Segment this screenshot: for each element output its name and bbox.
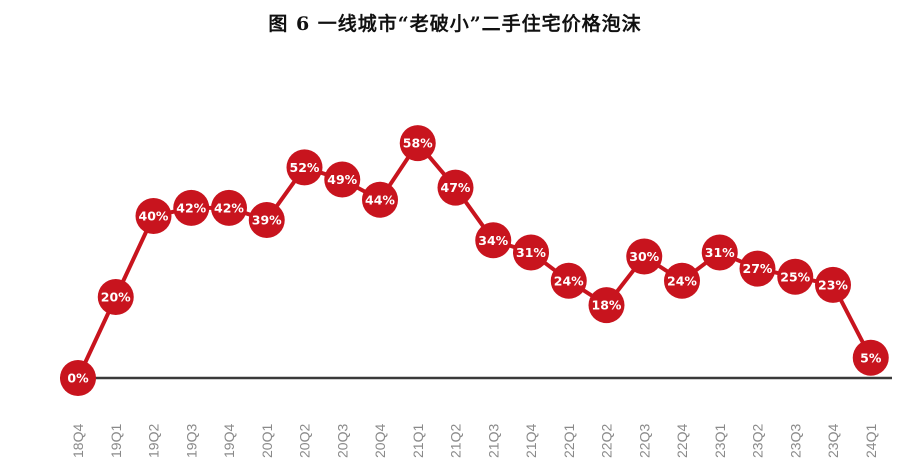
x-tick-21Q1: 21Q1: [410, 424, 426, 458]
data-label-20Q3: 49%: [327, 172, 357, 187]
x-tick-23Q4: 23Q4: [825, 424, 841, 458]
data-point-19Q3: [173, 189, 210, 226]
data-label-23Q2: 27%: [743, 261, 773, 276]
x-tick-23Q3: 23Q3: [787, 424, 803, 458]
x-tick-23Q2: 23Q2: [750, 424, 766, 458]
x-tick-21Q4: 21Q4: [523, 424, 539, 458]
data-label-23Q3: 25%: [780, 269, 810, 284]
data-label-22Q1: 24%: [554, 273, 584, 288]
data-label-19Q1: 20%: [101, 290, 131, 305]
data-point-24Q1: [852, 339, 889, 376]
x-tick-20Q2: 20Q2: [297, 424, 313, 458]
data-point-22Q3: [626, 238, 663, 275]
data-point-20Q1: [248, 202, 285, 239]
data-label-21Q3: 34%: [478, 233, 508, 248]
data-label-22Q3: 30%: [629, 249, 659, 264]
data-point-21Q2: [437, 169, 474, 206]
data-point-21Q4: [513, 234, 549, 271]
x-tick-18Q4: 18Q4: [70, 424, 86, 458]
x-tick-19Q4: 19Q4: [221, 424, 237, 458]
data-label-18Q4: 0%: [67, 371, 89, 386]
data-point-22Q1: [550, 262, 587, 299]
data-point-23Q1: [701, 234, 738, 271]
x-tick-20Q1: 20Q1: [259, 424, 275, 458]
data-point-21Q3: [475, 222, 512, 259]
x-tick-20Q4: 20Q4: [372, 424, 388, 458]
x-tick-19Q3: 19Q3: [183, 424, 199, 458]
x-tick-22Q4: 22Q4: [674, 424, 690, 458]
data-point-23Q3: [777, 258, 814, 295]
data-point-19Q2: [135, 198, 172, 234]
data-label-21Q4: 31%: [516, 245, 546, 260]
data-label-19Q2: 40%: [139, 209, 169, 224]
data-point-23Q2: [739, 250, 776, 287]
data-point-18Q4: [60, 360, 96, 396]
data-label-19Q3: 42%: [176, 200, 206, 215]
data-label-20Q4: 44%: [365, 192, 395, 207]
data-label-22Q4: 24%: [667, 273, 697, 288]
data-label-20Q2: 52%: [290, 160, 320, 175]
data-label-22Q2: 18%: [592, 298, 622, 313]
x-tick-labels: 18Q4 19Q1 19Q2 19Q3 19Q4 20Q1 20Q2 20Q3 20Q4 21Q1…: [70, 424, 879, 458]
data-point-20Q4: [362, 181, 398, 218]
data-point-22Q4: [664, 262, 700, 299]
data-point-21Q1: [399, 125, 436, 162]
data-label-23Q1: 31%: [705, 245, 735, 260]
chart-title: 图 6 一线城市“老破小”二手住宅价格泡沫: [268, 13, 642, 35]
x-tick-22Q1: 22Q1: [561, 424, 577, 458]
data-point-23Q4: [815, 266, 851, 303]
x-tick-23Q1: 23Q1: [712, 424, 728, 458]
data-point-20Q2: [286, 149, 323, 186]
x-tick-24Q1: 24Q1: [863, 424, 879, 458]
x-tick-20Q3: 20Q3: [334, 424, 350, 458]
data-label-23Q4: 23%: [818, 277, 848, 292]
x-tick-19Q1: 19Q1: [108, 424, 124, 458]
x-tick-22Q2: 22Q2: [599, 424, 615, 458]
series-line: [76, 141, 873, 380]
data-point-19Q4: [211, 189, 247, 226]
data-label-21Q1: 58%: [403, 136, 433, 151]
data-label-20Q1: 39%: [252, 213, 282, 228]
x-tick-19Q2: 19Q2: [146, 424, 162, 458]
data-label-24Q1: 5%: [860, 350, 882, 365]
x-tick-22Q3: 22Q3: [636, 424, 652, 458]
data-label-21Q2: 47%: [441, 180, 471, 195]
x-tick-21Q2: 21Q2: [448, 424, 464, 458]
data-point-19Q1: [97, 279, 134, 315]
x-tick-21Q3: 21Q3: [485, 424, 501, 458]
data-label-19Q4: 42%: [214, 200, 244, 215]
data-markers: 0% 20% 40% 42% 42% 39% 52% 49% 44% 58% 47% 34% 31% 24…: [60, 125, 889, 396]
data-point-22Q2: [588, 287, 625, 324]
data-point-20Q3: [324, 161, 361, 198]
